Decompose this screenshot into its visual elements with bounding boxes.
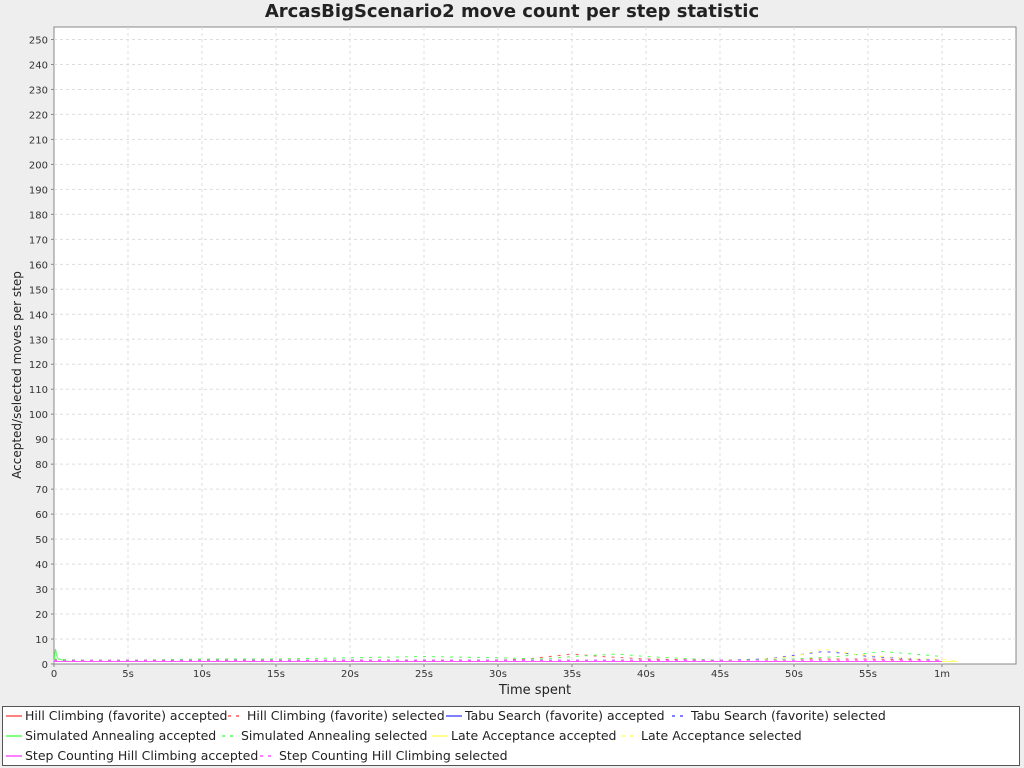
y-axis-label: Accepted/selected moves per step [10,271,24,479]
legend-label: Step Counting Hill Climbing selected [279,748,508,763]
legend-label: Step Counting Hill Climbing accepted [25,748,259,763]
x-tick-label: 50s [785,669,803,680]
x-tick-label: 10s [193,669,211,680]
y-tick-label: 100 [29,410,48,421]
series-lines [53,648,957,663]
legend-swatch [260,755,276,757]
y-tick-label: 130 [29,335,48,346]
series-line-3 [54,650,943,661]
y-tick-label: 30 [35,585,48,596]
y-tick-label: 20 [35,610,48,621]
legend-label: Hill Climbing (favorite) accepted [25,708,228,723]
legend-swatch [6,715,22,717]
legend-label: Late Acceptance selected [641,728,802,743]
y-tick-label: 240 [29,60,48,71]
y-tick-label: 170 [29,235,48,246]
legend-swatch [446,715,462,717]
y-tick-label: 150 [29,285,48,296]
y-tick-label: 0 [42,660,48,671]
y-tick-label: 40 [35,560,48,571]
x-tick-label: 0 [51,669,57,680]
y-tick-label: 230 [29,85,48,96]
y-tick-label: 60 [35,510,48,521]
x-axis-label: Time spent [498,683,571,698]
x-tick-label: 55s [859,669,877,680]
y-tick-label: 180 [29,210,48,221]
legend-label: Late Acceptance accepted [451,728,617,743]
y-tick-label: 70 [35,485,48,496]
legend-label: Simulated Annealing selected [241,728,428,743]
y-tick-label: 120 [29,360,48,371]
x-tick-label: 25s [415,669,433,680]
chart-canvas: 0 10 20 30 40 50 60 70 80 90 100 110 120 130 140 150 160… [10,26,1017,698]
legend-swatch [228,715,244,717]
y-tick-label: 90 [35,435,48,446]
y-tick-label: 190 [29,185,48,196]
plot-area [53,26,1017,665]
y-tick-label: 10 [35,635,48,646]
y-tick-label: 210 [29,135,48,146]
legend-swatch [6,755,22,757]
legend-label: Simulated Annealing accepted [25,728,217,743]
y-tick-label: 50 [35,535,48,546]
x-tick-label: 45s [711,669,729,680]
chart-title: ArcasBigScenario2 move count per step st… [264,1,760,22]
legend-swatch [622,735,638,737]
y-tick-label: 200 [29,160,48,171]
legend-swatch [672,715,688,717]
legend-label: Hill Climbing (favorite) selected [247,708,445,723]
legend-swatch [222,735,238,737]
y-tick-label: 140 [29,310,48,321]
axis-ticks: 0 10 20 30 40 50 60 70 80 90 100 110 120 130 140 150 160… [29,35,950,680]
x-tick-label: 5s [122,669,134,680]
x-tick-label: 40s [637,669,655,680]
y-tick-label: 110 [29,385,48,396]
y-tick-label: 220 [29,110,48,121]
legend: Hill Climbing (favorite) accepted Hill Cl… [2,706,1020,766]
y-tick-label: 160 [29,260,48,271]
legend-label: Tabu Search (favorite) selected [691,708,886,723]
y-tick-label: 80 [35,460,48,471]
legend-label: Tabu Search (favorite) accepted [465,708,665,723]
x-tick-label: 30s [489,669,507,680]
x-tick-label: 1m [934,669,950,680]
x-tick-label: 20s [341,669,359,680]
x-tick-label: 15s [267,669,285,680]
y-tick-label: 250 [29,35,48,46]
x-tick-label: 35s [563,669,581,680]
legend-swatch [432,735,448,737]
legend-swatch [6,735,22,737]
series-line-5 [53,650,943,661]
grid-lines [54,27,1016,664]
